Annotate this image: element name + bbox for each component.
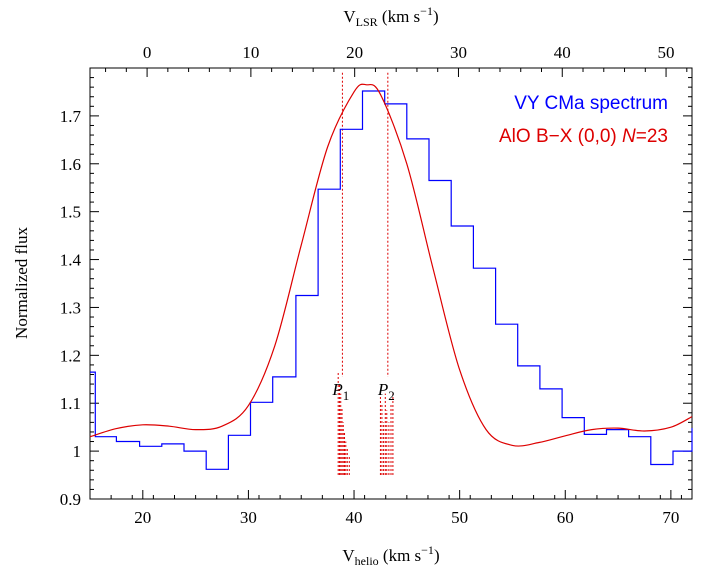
top-x-tick-labels: 0 10 20 30 40 50 bbox=[143, 43, 675, 62]
y-tick-label: 0.9 bbox=[60, 490, 81, 509]
top-x-tick-label: 30 bbox=[450, 43, 467, 62]
legend-entry-spectrum: VY CMa spectrum bbox=[514, 93, 668, 114]
y-axis-title: Normalized flux bbox=[12, 227, 31, 339]
plot-frame bbox=[89, 67, 693, 500]
y-tick-label: 1.6 bbox=[60, 155, 81, 174]
y-tick-label: 1.4 bbox=[60, 251, 82, 270]
model-profile-line bbox=[89, 83, 693, 447]
y-tick-label: 1.2 bbox=[60, 346, 81, 365]
spectrum-step-line bbox=[90, 90, 693, 470]
axis-ticks bbox=[89, 68, 692, 500]
velocity-markers: P1 P2 bbox=[331, 72, 395, 403]
x-tick-label: 40 bbox=[346, 508, 363, 527]
x-tick-label: 70 bbox=[662, 508, 679, 527]
velocity-marker-label: P1 bbox=[331, 380, 349, 403]
top-x-tick-label: 20 bbox=[346, 43, 363, 62]
x-tick-label: 60 bbox=[557, 508, 574, 527]
x-tick-label: 20 bbox=[134, 508, 151, 527]
x-tick-labels: 20 30 40 50 60 70 bbox=[134, 508, 679, 527]
y-tick-label: 1.1 bbox=[60, 394, 81, 413]
top-x-tick-label: 0 bbox=[143, 43, 152, 62]
y-tick-label: 1.5 bbox=[60, 203, 81, 222]
y-tick-labels: 0.9 1 1.1 1.2 1.3 1.4 1.5 1.6 1.7 bbox=[60, 107, 82, 509]
x-tick-label: 30 bbox=[240, 508, 257, 527]
top-axis-title: VLSR (km s−1) bbox=[343, 4, 438, 29]
y-tick-label: 1 bbox=[73, 442, 82, 461]
series-layer bbox=[89, 83, 693, 470]
y-tick-label: 1.7 bbox=[60, 107, 82, 126]
x-tick-label: 50 bbox=[451, 508, 468, 527]
transition-sticks bbox=[337, 372, 394, 476]
top-x-tick-label: 10 bbox=[242, 43, 259, 62]
top-x-tick-label: 50 bbox=[658, 43, 675, 62]
x-axis-title: Vhelio (km s−1) bbox=[342, 543, 439, 568]
top-x-tick-label: 40 bbox=[554, 43, 571, 62]
velocity-marker-label: P2 bbox=[377, 380, 395, 403]
legend-entry-model: AlO B−X (0,0) N=23 bbox=[499, 126, 668, 147]
y-tick-label: 1.3 bbox=[60, 298, 81, 317]
